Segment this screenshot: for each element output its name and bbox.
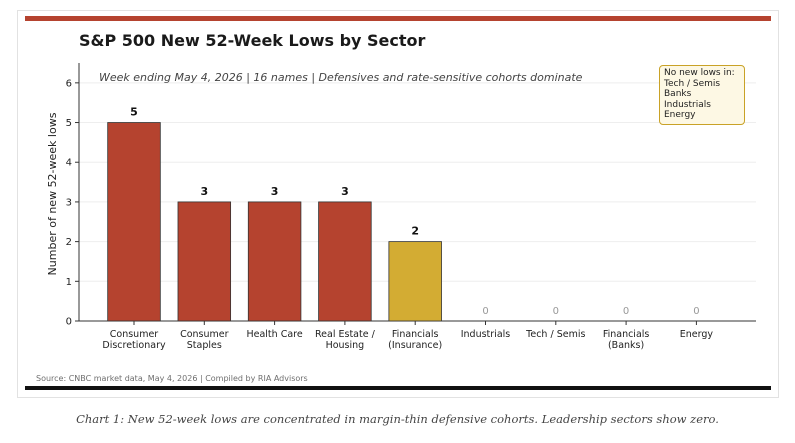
data-label: 0 bbox=[623, 306, 629, 317]
data-label: 3 bbox=[200, 185, 208, 198]
y-axis-label: Number of new 52-week lows bbox=[46, 112, 59, 275]
bar bbox=[177, 201, 232, 322]
data-label: 3 bbox=[341, 185, 349, 198]
x-tick-label: Real Estate / bbox=[315, 329, 376, 340]
data-label: 2 bbox=[411, 225, 419, 238]
y-tick-label: 2 bbox=[66, 237, 72, 248]
y-tick-label: 1 bbox=[66, 277, 72, 288]
bar-chart: 0 1 2 3 4 5 6 Number of new 52-week lows Week en… bbox=[46, 63, 756, 351]
y-tick-label: 6 bbox=[66, 78, 72, 89]
y-tick-label: 3 bbox=[66, 197, 72, 208]
x-tick-label: Health Care bbox=[246, 329, 302, 340]
x-tick-label: Financials bbox=[392, 329, 439, 340]
data-label: 3 bbox=[271, 185, 279, 198]
annotation-title: No new lows in: bbox=[664, 68, 735, 78]
bar bbox=[247, 201, 302, 322]
no-new-lows-annotation: No new lows in: Tech / Semis Banks Indus… bbox=[659, 65, 745, 125]
data-label: 5 bbox=[130, 106, 138, 119]
x-tick-label: (Insurance) bbox=[388, 340, 442, 351]
bottom-bar bbox=[25, 386, 771, 390]
y-tick-label: 5 bbox=[66, 118, 72, 129]
x-tick-label: Industrials bbox=[461, 329, 511, 340]
x-tick-label: Consumer bbox=[110, 329, 159, 340]
annotation-item: Banks bbox=[664, 89, 692, 99]
x-tick-label: (Banks) bbox=[608, 340, 644, 351]
x-tick-label: Tech / Semis bbox=[525, 329, 585, 340]
bar bbox=[107, 122, 161, 322]
y-tick-label: 4 bbox=[66, 158, 72, 169]
data-label: 0 bbox=[482, 306, 488, 317]
annotation-item: Industrials bbox=[664, 99, 711, 110]
data-label: 0 bbox=[693, 306, 699, 317]
bar bbox=[388, 241, 442, 322]
figure-caption: Chart 1: New 52-week lows are concentrat… bbox=[76, 412, 719, 426]
annotation-item: Energy bbox=[664, 110, 696, 120]
x-tick-label: Financials bbox=[603, 329, 650, 340]
x-tick-label: Consumer bbox=[180, 329, 229, 340]
x-tick-label: Discretionary bbox=[102, 340, 166, 351]
x-tick-label: Staples bbox=[187, 340, 222, 351]
y-tick-label: 0 bbox=[66, 317, 72, 328]
bar bbox=[318, 201, 372, 322]
x-tick-label: Energy bbox=[680, 329, 714, 340]
annotation-item: Tech / Semis bbox=[664, 78, 721, 89]
top-accent-bar bbox=[25, 16, 771, 21]
x-tick-label: Housing bbox=[326, 340, 365, 351]
chart-title: S&P 500 New 52-Week Lows by Sector bbox=[79, 31, 426, 50]
data-label: 0 bbox=[553, 306, 559, 317]
source-note: Source: CNBC market data, May 4, 2026 | … bbox=[36, 374, 308, 383]
chart-subtitle: Week ending May 4, 2026 | 16 names | Def… bbox=[99, 71, 583, 84]
